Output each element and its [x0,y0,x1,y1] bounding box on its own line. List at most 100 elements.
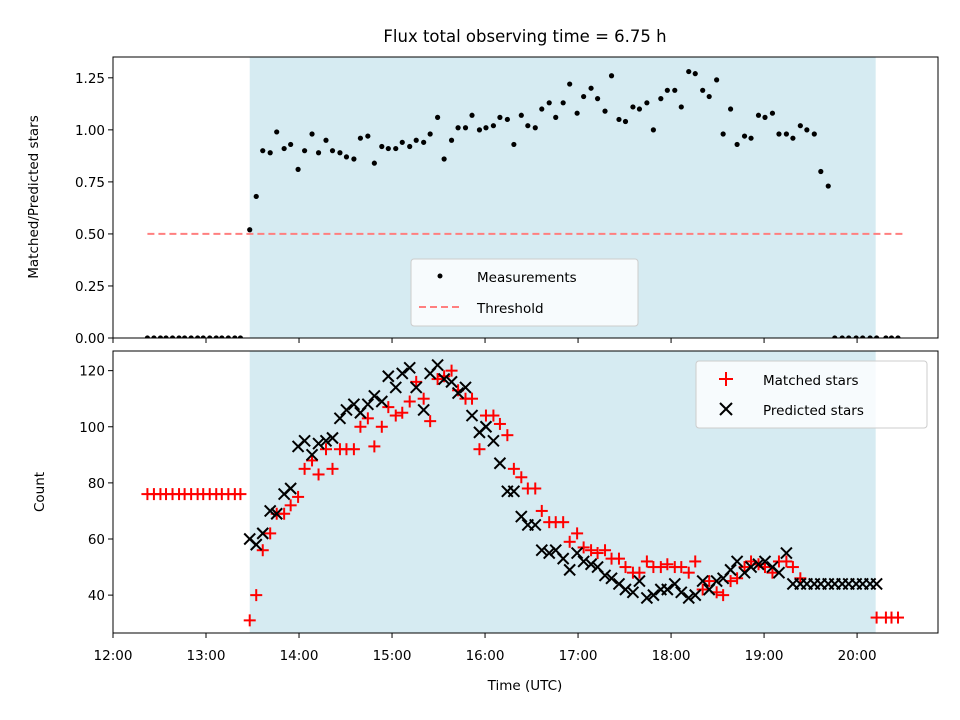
predicted-star-point [507,485,521,498]
predicted-star-b [570,546,584,560]
measurement-point [692,71,698,77]
measurement-point [511,141,517,148]
measurement-point [182,335,188,338]
y-tick-label: 0.75 [75,175,105,191]
matched-star-point [689,555,702,568]
measurement-point [393,145,399,152]
predicted-star-b [256,527,269,540]
bottom-x-ticks: 12:00 13:00 14:00 15:00 16:00 17:00 18:00 19:00… [94,633,877,664]
measurement-point [379,143,385,150]
measurement-point [783,131,789,137]
x-tick-label: 17:00 [559,648,598,664]
x-tick-label: 19:00 [745,648,784,664]
measurement-point [825,183,831,189]
measurement-point [832,335,838,338]
bottom-legend-box [695,360,928,429]
predicted-star-b [319,434,333,447]
predicted-star-point [445,375,458,389]
top-title: Flux total observing time = 6.75 h [383,27,666,46]
predicted-star-b [298,434,311,447]
measurement-point [686,68,692,75]
top-legend-box [410,258,639,327]
matched-star-point [319,443,332,456]
matched-star-point [696,583,709,596]
predicted-star-point [752,558,765,571]
measurement-point [888,335,895,338]
y-tick-label: 1.25 [75,71,105,87]
legend-measurements-label: Measurements [477,270,577,286]
measurement-point [253,193,259,200]
measurement-point [329,148,336,154]
matched-star-point [417,392,430,405]
matched-star-point [298,462,311,475]
matched-star-point [612,552,625,565]
measurement-point [281,145,287,152]
predicted-star-point [263,504,277,518]
predicted-star-b [493,457,507,470]
predicted-star-b [270,507,283,520]
measurement-point [874,335,880,338]
predicted-star-b [710,574,723,588]
matched-star-point [515,471,528,484]
predicted-star-b [772,566,786,579]
measurement-point [144,335,151,338]
measurement-point [260,148,266,154]
measurement-point [195,335,201,338]
predicted-star-point [535,544,548,557]
predicted-star-point [403,361,416,375]
matched-star-point [493,417,506,430]
legend-predicted-marker [719,402,733,416]
legend-threshold-label: Threshold [476,301,544,317]
matched-star-point [571,527,584,540]
predicted-star-b [577,555,590,568]
predicted-star-b [382,370,395,383]
measurement-point [427,131,433,137]
matched-star-point [431,373,444,386]
predicted-stars-points [243,358,883,605]
measurement-point [237,335,244,338]
predicted-star-point [584,558,598,571]
predicted-star-point [640,591,654,605]
bottom-y-axis-label: Count [32,472,48,512]
measurement-point [421,139,427,145]
measurement-point [811,131,817,137]
bottom-axes-frame [112,350,939,634]
x-tick-label: 12:00 [94,648,133,664]
predicted-star-b [347,398,361,411]
matched-star-point [326,462,339,475]
matched-star-point [599,544,612,557]
predicted-star-point [326,431,339,445]
measurement-point [804,127,810,133]
predicted-star-b [465,409,479,422]
predicted-star-point [633,574,646,588]
predicted-star-point [668,577,681,591]
measurement-point [213,335,219,338]
measurement-point [413,137,419,143]
matched-stars-points [141,364,905,627]
predicted-star-point [570,546,584,560]
matched-star-point [633,566,646,579]
predicted-star-b [758,555,772,568]
predicted-star-b [556,552,570,565]
predicted-star-b [340,403,353,417]
measurement-point [895,335,901,338]
measurement-point [602,108,608,114]
measurement-point [469,112,475,118]
predicted-star-b [549,544,562,557]
measurement-point [608,73,615,79]
predicted-star-b [675,586,688,599]
predicted-star-b [598,569,612,582]
predicted-star-point [256,527,269,540]
y-tick-label: 40 [88,588,105,604]
measurement-point [343,154,350,160]
predicted-star-b [584,558,598,571]
measurement-point [435,114,441,120]
predicted-star-point [647,588,660,602]
measurement-point [525,123,531,129]
y-tick-label: 60 [88,532,105,548]
predicted-star-b [682,591,695,605]
measurement-point [448,137,455,143]
measurement-point [169,335,176,338]
measurement-point [636,106,643,112]
